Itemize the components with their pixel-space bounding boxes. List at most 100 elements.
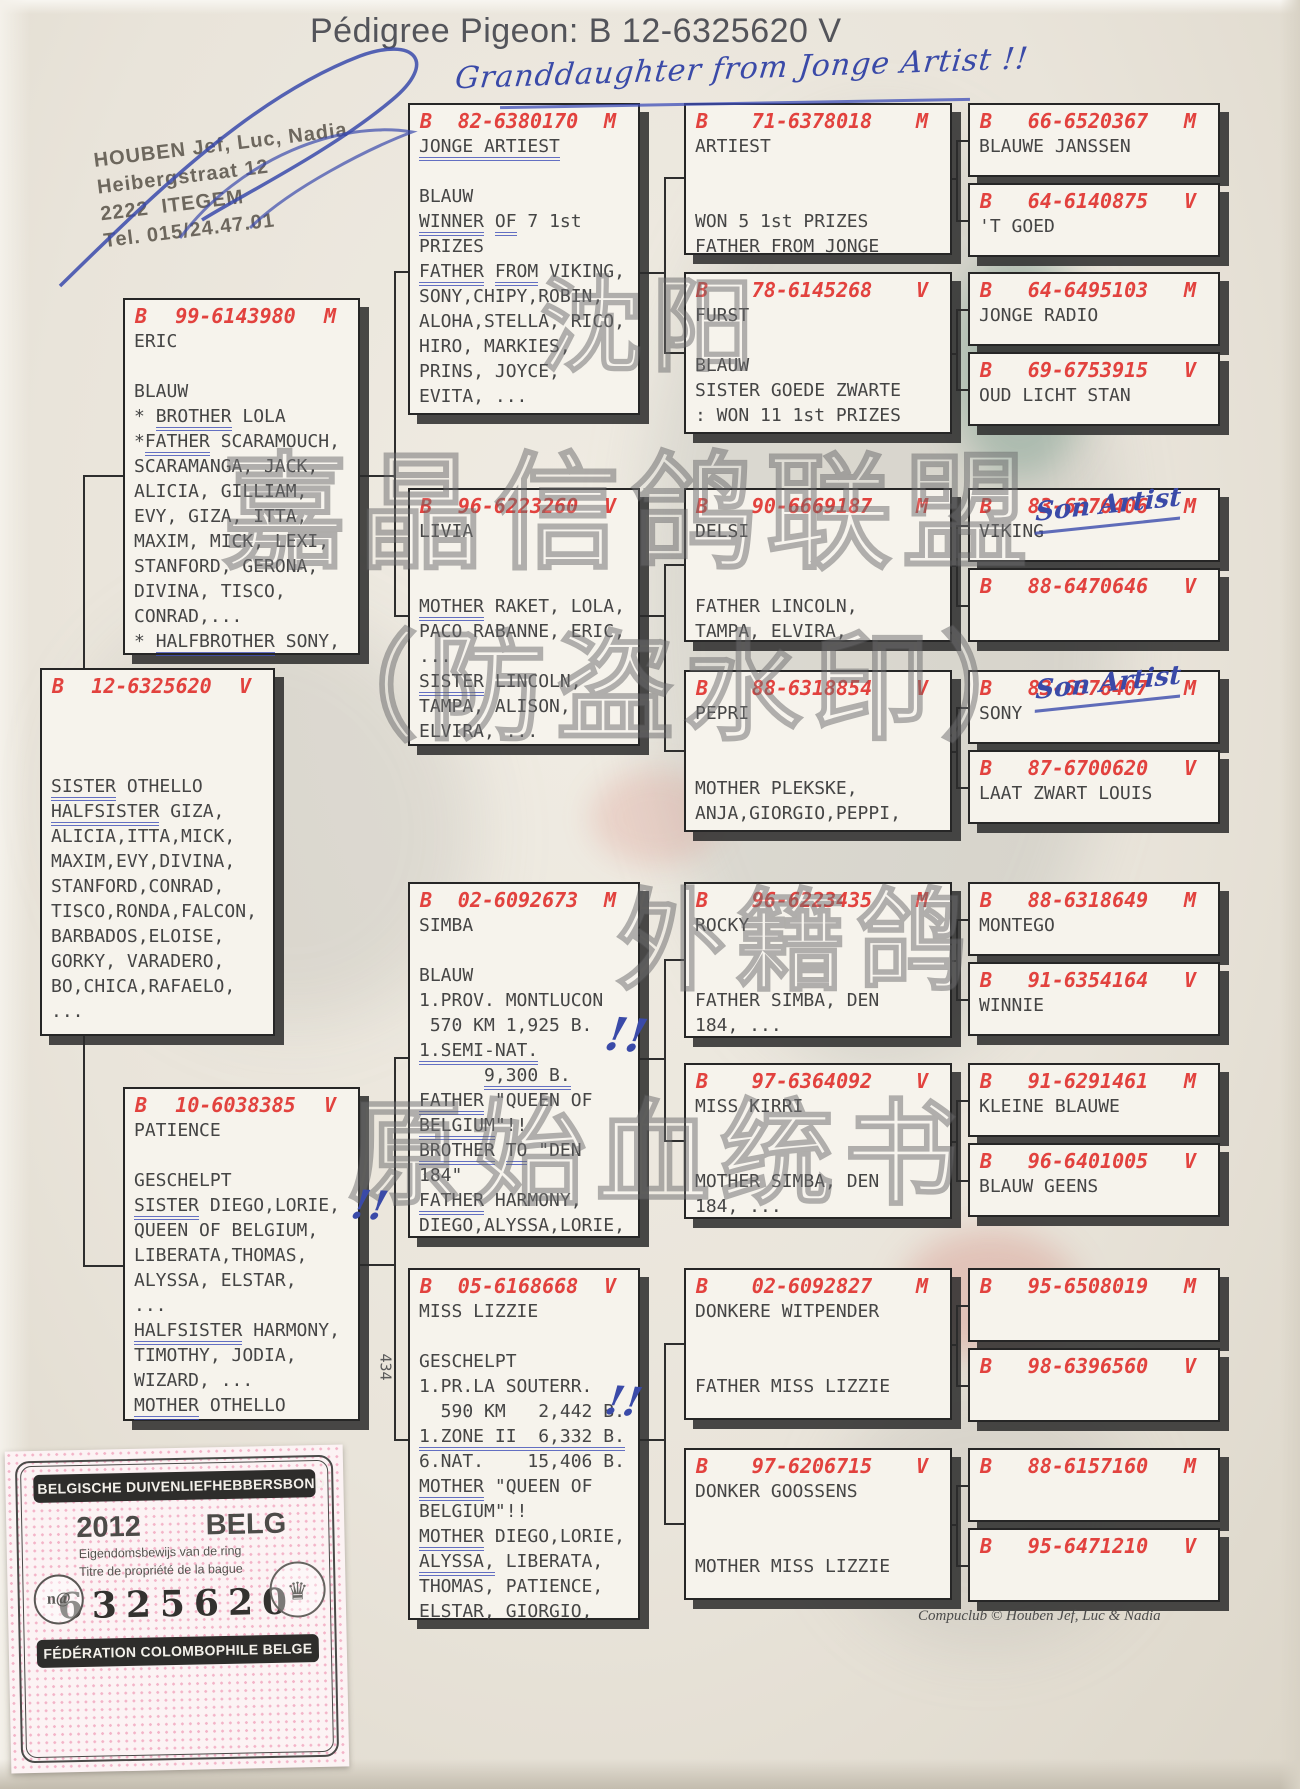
pedigree-text-line: FATHER LINCOLN,	[695, 596, 858, 617]
pedigree-text-line: EVY, GIZA, ITTA,	[134, 506, 308, 527]
pedigree-box-miss-kirri: B 97-6364092 V MISS KIRRI MOTHER SIMBA, DEN…	[684, 1063, 952, 1219]
ring-certificate-stamp: BELGISCHE DUIVENLIEFHEBBERSBOND 2012 BEL…	[4, 1444, 350, 1774]
sex-code: V	[603, 1274, 616, 1298]
pedigree-text-line: FATHER MISS LIZZIE	[695, 1376, 891, 1397]
pedigree-box-hen-98-6396560: B 98-6396560 V	[968, 1348, 1220, 1422]
pedigree-text-line: BARBADOS,ELOISE,	[51, 926, 225, 947]
pedigree-text-line: ...	[419, 646, 452, 667]
paper-edge-right	[1280, 0, 1300, 1789]
connector-line	[956, 1385, 968, 1387]
sex-code: V	[323, 1093, 336, 1117]
sex-code: V	[915, 676, 928, 700]
ring-header: B 66-6520367 M	[970, 105, 1218, 134]
pedigree-box-montego: B 88-6318649 M MONTEGO	[968, 882, 1220, 956]
pedigree-text-line	[686, 1529, 950, 1554]
pedigree-text-line	[125, 1143, 358, 1168]
pedigree-text-line: PACO RABANNE, ERIC,	[419, 621, 625, 642]
pedigree-text-line	[410, 159, 638, 184]
pedigree-box-winnie: B 91-6354164 V WINNIE	[968, 962, 1220, 1036]
ring-header: B 64-6495103 M	[970, 274, 1218, 303]
pedigree-text-line: ERIC	[134, 331, 178, 352]
connector-line	[83, 1265, 123, 1267]
pedigree-box-donker-goossens: B 97-6206715 V DONKER GOOSSENS MOTHER MISS …	[684, 1448, 952, 1600]
pedigree-text-line: ALYSSA, LIBERATA,	[410, 1549, 638, 1576]
ring-header: B 96-6223260 V	[410, 490, 638, 519]
pedigree-text-line: DONKER GOOSSENS	[695, 1481, 858, 1502]
sex-code: M	[915, 1274, 928, 1298]
pedigree-text-line: ALICIA,ITTA,MICK,	[51, 826, 236, 847]
federation-banner-fr: FÉDÉRATION COLOMBOPHILE BELGE	[36, 1634, 320, 1669]
connector-line	[950, 1344, 956, 1346]
pedigree-text-line: BELGIUM"!!	[419, 1501, 528, 1522]
pedigree-text-line: MOTHER OTHELLO	[125, 1393, 358, 1420]
ring-header: B 78-6145268 V	[686, 274, 950, 303]
pedigree-text-line: CONRAD,...	[134, 606, 243, 627]
pedigree-text-line: HALFSISTER HARMONY,	[125, 1318, 358, 1345]
pedigree-box-blauw-geens: B 96-6401005 V BLAUW GEENS	[968, 1143, 1220, 1217]
country-code: B	[420, 888, 433, 912]
sex-code: V	[1183, 756, 1196, 780]
country-code: B	[135, 1093, 148, 1117]
sex-code: V	[1183, 574, 1196, 598]
pedigree-box-hen-88-6470646: B 88-6470646 V	[968, 568, 1220, 642]
country-code: B	[696, 494, 709, 518]
ring-header: B 88-6157160 M	[970, 1450, 1218, 1479]
pedigree-text-line: 'T GOED	[979, 216, 1055, 237]
pedigree-text-line: FATHER HARMONY,	[410, 1188, 638, 1215]
country-code: B	[980, 494, 993, 518]
pedigree-box-cock-95-6508019: B 95-6508019 M	[968, 1268, 1220, 1342]
sex-code: V	[1183, 189, 1196, 213]
connector-line	[394, 1439, 408, 1441]
connector-line	[956, 707, 968, 709]
ring-number: 88-6318854	[751, 676, 873, 700]
connector-line	[956, 140, 958, 220]
pedigree-box-cock-88-6157160: B 88-6157160 M	[968, 1448, 1220, 1522]
ring-number: 97-6206715	[751, 1454, 873, 1478]
sex-code: V	[1183, 358, 1196, 382]
pedigree-text-line: LIBERATA,THOMAS,	[134, 1245, 308, 1266]
ring-stamp-year: 2012	[75, 1510, 142, 1545]
pedigree-text-line: TISCO,RONDA,FALCON,	[51, 901, 257, 922]
country-code: B	[980, 1534, 993, 1558]
ring-header: B 87-6700620 V	[970, 752, 1218, 781]
pedigree-text-line: SONY,CHIPY,ROBIN,	[419, 286, 604, 307]
ring-number: 78-6145268	[751, 278, 873, 302]
page-title: Pédigree Pigeon: B 12-6325620 V	[310, 12, 842, 50]
connector-line	[664, 959, 684, 961]
pedigree-text-line: THOMAS, PATIENCE,	[419, 1576, 604, 1597]
pedigree-text-line: BLAUW	[134, 381, 189, 402]
sex-code: M	[1183, 888, 1196, 912]
connector-line	[956, 389, 968, 391]
pedigree-text-line	[42, 749, 273, 774]
country-code: B	[980, 1069, 993, 1093]
federation-banner-nl: BELGISCHE DUIVENLIEFHEBBERSBOND	[33, 1469, 325, 1503]
connector-line	[394, 615, 408, 617]
country-code: B	[696, 278, 709, 302]
connector-line	[640, 615, 664, 617]
connector-line	[394, 271, 408, 273]
pedigree-text-line: MISS LIZZIE	[419, 1301, 539, 1322]
sex-code: V	[1183, 968, 1196, 992]
ring-number: 83-6376406	[1027, 494, 1149, 518]
pedigree-text-line: ...	[51, 1001, 84, 1022]
sex-code: M	[603, 888, 616, 912]
pedigree-text-line: OUD LICHT STAN	[979, 385, 1131, 406]
connector-line	[664, 564, 684, 566]
pedigree-box-delsi: B 90-6669187 M DELSI FATHER LINCOLN, TAMPA, …	[684, 488, 952, 642]
ring-number: 02-6092673	[457, 888, 579, 912]
ring-number: 96-6223260	[457, 494, 579, 518]
connector-line	[360, 1264, 394, 1266]
country-code: B	[980, 1354, 993, 1378]
country-code: B	[696, 109, 709, 133]
pedigree-text-line: DELSI	[695, 521, 750, 542]
pedigree-text-line: SONY	[979, 703, 1023, 724]
pedigree-text-line: BLAUWE JANSSEN	[979, 136, 1131, 157]
connector-line	[956, 525, 958, 605]
country-code: B	[135, 304, 148, 328]
pedigree-text-line: 590 KM 2,442 B.	[419, 1401, 625, 1422]
pedigree-text-line	[686, 159, 950, 184]
pedigree-text-line	[686, 328, 950, 353]
connector-line	[664, 352, 684, 354]
pedigree-text-line: 184, ...	[695, 1196, 782, 1217]
pedigree-text-line: PATIENCE	[134, 1120, 221, 1141]
